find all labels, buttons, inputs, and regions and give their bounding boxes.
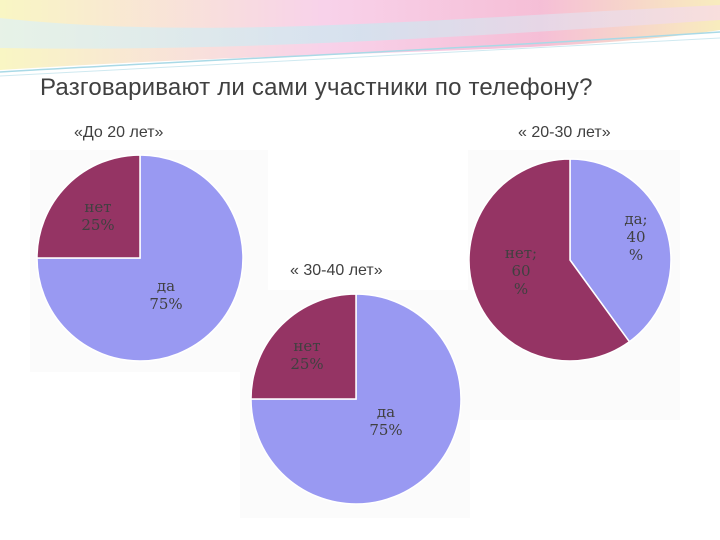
pie-label-30-40-net: нет 25%: [290, 337, 323, 373]
chart-title-30-40: « 30-40 лет»: [290, 262, 383, 279]
pie-slice-under-20-da: [36, 154, 244, 362]
chart-title-under-20: «До 20 лет»: [74, 124, 164, 141]
pie-label-20-30-net: нет; 60%: [505, 244, 537, 298]
pie-label-20-30-da: да; 40%: [624, 210, 647, 264]
pie-label-under-20-da: да 75%: [149, 277, 182, 313]
pie-slice-20-30-da: [569, 158, 672, 343]
pie-label-30-40-da: да 75%: [369, 403, 402, 439]
pie-slice-under-20-net: [36, 154, 141, 259]
slide-title: Разговаривают ли сами участники по телеф…: [40, 74, 593, 101]
pie-slice-30-40-net: [250, 293, 357, 400]
pie-slice-30-40-da: [250, 293, 462, 505]
pie-slice-20-30-net: [468, 158, 631, 362]
pie-label-under-20-net: нет 25%: [81, 198, 114, 234]
chart-title-20-30: « 20-30 лет»: [518, 124, 611, 141]
header-decoration: [0, 0, 720, 77]
